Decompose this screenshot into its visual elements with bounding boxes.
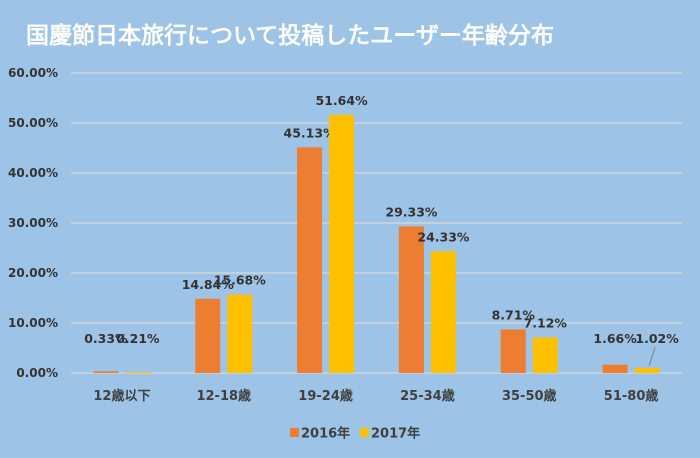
bar-2017年 bbox=[634, 367, 660, 373]
data-label: 8.71% bbox=[492, 307, 536, 322]
data-label: 45.13% bbox=[284, 125, 337, 140]
x-tick-label: 51-80歳 bbox=[604, 388, 659, 404]
bar-2016年 bbox=[602, 364, 628, 373]
bar-2017年 bbox=[125, 371, 151, 373]
bar-2016年 bbox=[195, 298, 221, 373]
y-tick-label: 20.00% bbox=[8, 266, 58, 280]
data-label: 0.21% bbox=[116, 331, 160, 346]
data-label: 1.66% bbox=[593, 331, 637, 346]
legend-label: 2017年 bbox=[371, 426, 420, 442]
data-label: 51.64% bbox=[316, 93, 369, 108]
bar-2017年 bbox=[532, 337, 558, 373]
data-label: 29.33% bbox=[385, 204, 438, 219]
bar-2017年 bbox=[430, 251, 456, 373]
data-label: 1.02% bbox=[635, 331, 679, 346]
legend-swatch bbox=[360, 428, 369, 437]
data-label: 15.68% bbox=[214, 273, 267, 288]
legend-swatch bbox=[290, 428, 299, 437]
bar-2016年 bbox=[500, 329, 526, 373]
x-tick-label: 25-34歳 bbox=[400, 388, 455, 404]
y-tick-label: 30.00% bbox=[8, 216, 58, 230]
chart-title: 国慶節日本旅行について投稿したユーザー年齢分布 bbox=[26, 23, 554, 49]
data-label: 0.33% bbox=[84, 331, 128, 346]
y-tick-label: 10.00% bbox=[8, 316, 58, 330]
y-tick-label: 40.00% bbox=[8, 166, 58, 180]
leader-line bbox=[648, 346, 656, 367]
x-tick-label: 12歳以下 bbox=[93, 388, 150, 404]
y-tick-label: 50.00% bbox=[8, 116, 58, 130]
y-tick-label: 60.00% bbox=[8, 66, 58, 80]
bar-2016年 bbox=[398, 226, 424, 373]
x-tick-label: 12-18歳 bbox=[196, 388, 251, 404]
data-label: 14.84% bbox=[182, 277, 235, 292]
bar-2016年 bbox=[93, 371, 119, 373]
legend-label: 2016年 bbox=[301, 426, 350, 442]
bar-2017年 bbox=[329, 114, 355, 374]
bar-2017年 bbox=[227, 294, 253, 373]
data-label: 24.33% bbox=[417, 229, 470, 244]
y-tick-label: 0.00% bbox=[16, 366, 58, 380]
bar-2016年 bbox=[297, 147, 323, 373]
data-label: 7.12% bbox=[524, 315, 568, 330]
x-tick-label: 35-50歳 bbox=[502, 388, 557, 404]
x-tick-label: 19-24歳 bbox=[298, 388, 353, 404]
